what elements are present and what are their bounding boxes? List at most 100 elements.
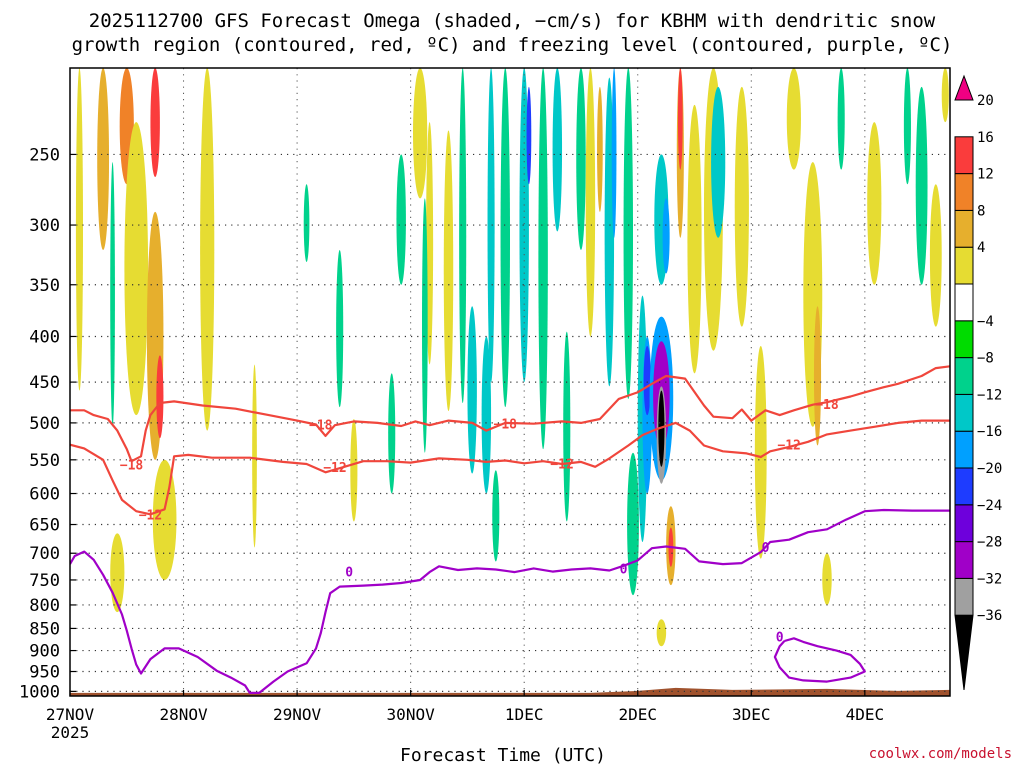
colorbar-legend: 20 16 12 8 4 −4 −8 −12 −16 −20 −24 −28 −32 −36 (954, 74, 1002, 691)
x-tick-label: 2DEC (618, 705, 657, 724)
colorbar-swatch (954, 393, 974, 432)
dgz-contour-18-label: −18 (494, 418, 518, 433)
omega-region (563, 331, 571, 522)
omega-region (623, 68, 634, 399)
y-tick-label: 350 (29, 276, 60, 296)
colorbar-swatch (954, 577, 974, 616)
omega-region (941, 68, 949, 123)
colorbar-label: −4 (977, 314, 994, 330)
freezing-level-contour-label: 0 (776, 631, 784, 646)
omega-region (585, 68, 596, 337)
freezing-level-contour-line (773, 637, 866, 683)
colorbar-label: −16 (977, 424, 1002, 440)
colorbar-swatch (954, 430, 974, 469)
x-tick-label: 1DEC (505, 705, 544, 724)
omega-region (422, 198, 428, 453)
chart-title-line1: 2025112700 GFS Forecast Omega (shaded, −… (88, 10, 936, 32)
y-tick-label: 500 (29, 414, 60, 434)
omega-region (604, 77, 615, 387)
y-tick-label: 650 (29, 516, 60, 536)
omega-region (662, 198, 670, 274)
omega-region (867, 122, 882, 285)
colorbar-swatch (954, 246, 974, 285)
colorbar-label: 4 (977, 240, 985, 256)
colorbar-swatch (954, 541, 974, 579)
dgz-contour-18-label: −18 (815, 398, 839, 413)
omega-region (627, 452, 639, 596)
omega-region (837, 68, 845, 170)
dgz-contour-18-label: −18 (120, 459, 144, 474)
freezing-level-contour-line (70, 508, 950, 694)
colorbar-swatch (954, 320, 974, 359)
omega-region (481, 336, 492, 494)
omega-region (576, 68, 586, 251)
terrain-ground (70, 687, 950, 696)
y-tick-label: 600 (29, 485, 60, 505)
omega-region (124, 122, 149, 416)
colorbar-swatch (954, 283, 974, 322)
dgz-contour-12-label: −12 (323, 461, 346, 476)
dgz-contour-12-line (70, 419, 950, 516)
chart-title-line2: growth region (contoured, red, ºC) and f… (71, 34, 953, 56)
omega-region (388, 373, 396, 494)
y-tick-label: 450 (29, 373, 60, 393)
omega-region (597, 86, 603, 212)
omega-region (552, 68, 563, 232)
colorbar-swatch (954, 357, 974, 395)
omega-region (303, 184, 310, 262)
terrain-fill (70, 687, 950, 696)
omega-region (643, 346, 651, 416)
omega-region (152, 459, 177, 580)
colorbar-swatch (954, 74, 974, 101)
omega-region (822, 553, 832, 605)
omega-region (677, 68, 683, 170)
colorbar-swatch (954, 467, 974, 506)
omega-region (487, 68, 495, 383)
freezing-level-contour-label: 0 (762, 541, 770, 556)
omega-region (929, 184, 942, 327)
omega-shading (75, 68, 949, 647)
dgz-contour-12-label: −12 (550, 457, 573, 472)
x-tick-label: 27NOV (46, 705, 95, 724)
colorbar-swatch (954, 136, 974, 175)
y-tick-label: 550 (29, 451, 60, 471)
dgz-contour-12-label: −12 (777, 439, 800, 454)
omega-region (711, 86, 726, 238)
x-axis-title: Forecast Time (UTC) (400, 745, 606, 766)
colorbar-swatch (954, 504, 974, 543)
y-tick-label: 1000 (19, 682, 60, 702)
omega-region (156, 355, 164, 439)
y-tick-label: 250 (29, 145, 60, 165)
omega-region (426, 122, 434, 365)
omega-region (656, 619, 667, 647)
y-tick-label: 950 (29, 663, 60, 683)
colorbar-label: −32 (977, 571, 1002, 587)
colorbar-label: 8 (977, 203, 985, 219)
omega-region (150, 68, 160, 177)
colorbar-label: −20 (977, 461, 1002, 477)
omega-region (252, 364, 257, 548)
x-tick-label: 4DEC (846, 705, 885, 724)
omega-region (336, 250, 344, 408)
omega-region (97, 68, 110, 251)
omega-region (687, 104, 702, 374)
y-tick-label: 850 (29, 619, 60, 639)
omega-region (492, 470, 500, 562)
colorbar-swatch (954, 209, 974, 248)
omega-region (413, 68, 428, 199)
colorbar-label: 16 (977, 130, 994, 146)
colorbar-swatch (954, 173, 974, 211)
omega-region (75, 68, 84, 391)
omega-region (459, 68, 467, 404)
credit-link[interactable]: coolwx.com/models (868, 746, 1012, 762)
dgz-contour-18-line (70, 365, 950, 463)
omega-region (786, 68, 801, 170)
y-tick-label: 750 (29, 571, 60, 591)
x-tick-label: 29NOV (273, 705, 322, 724)
contour-lines: −18 −18 −18 −18 −12 −12 −12 −12 0 0 0 0 (70, 365, 950, 694)
colorbar-label: −24 (977, 498, 1002, 514)
dgz-contour-12-label: −12 (139, 508, 162, 523)
dgz-contour-18-label: −18 (309, 418, 333, 433)
